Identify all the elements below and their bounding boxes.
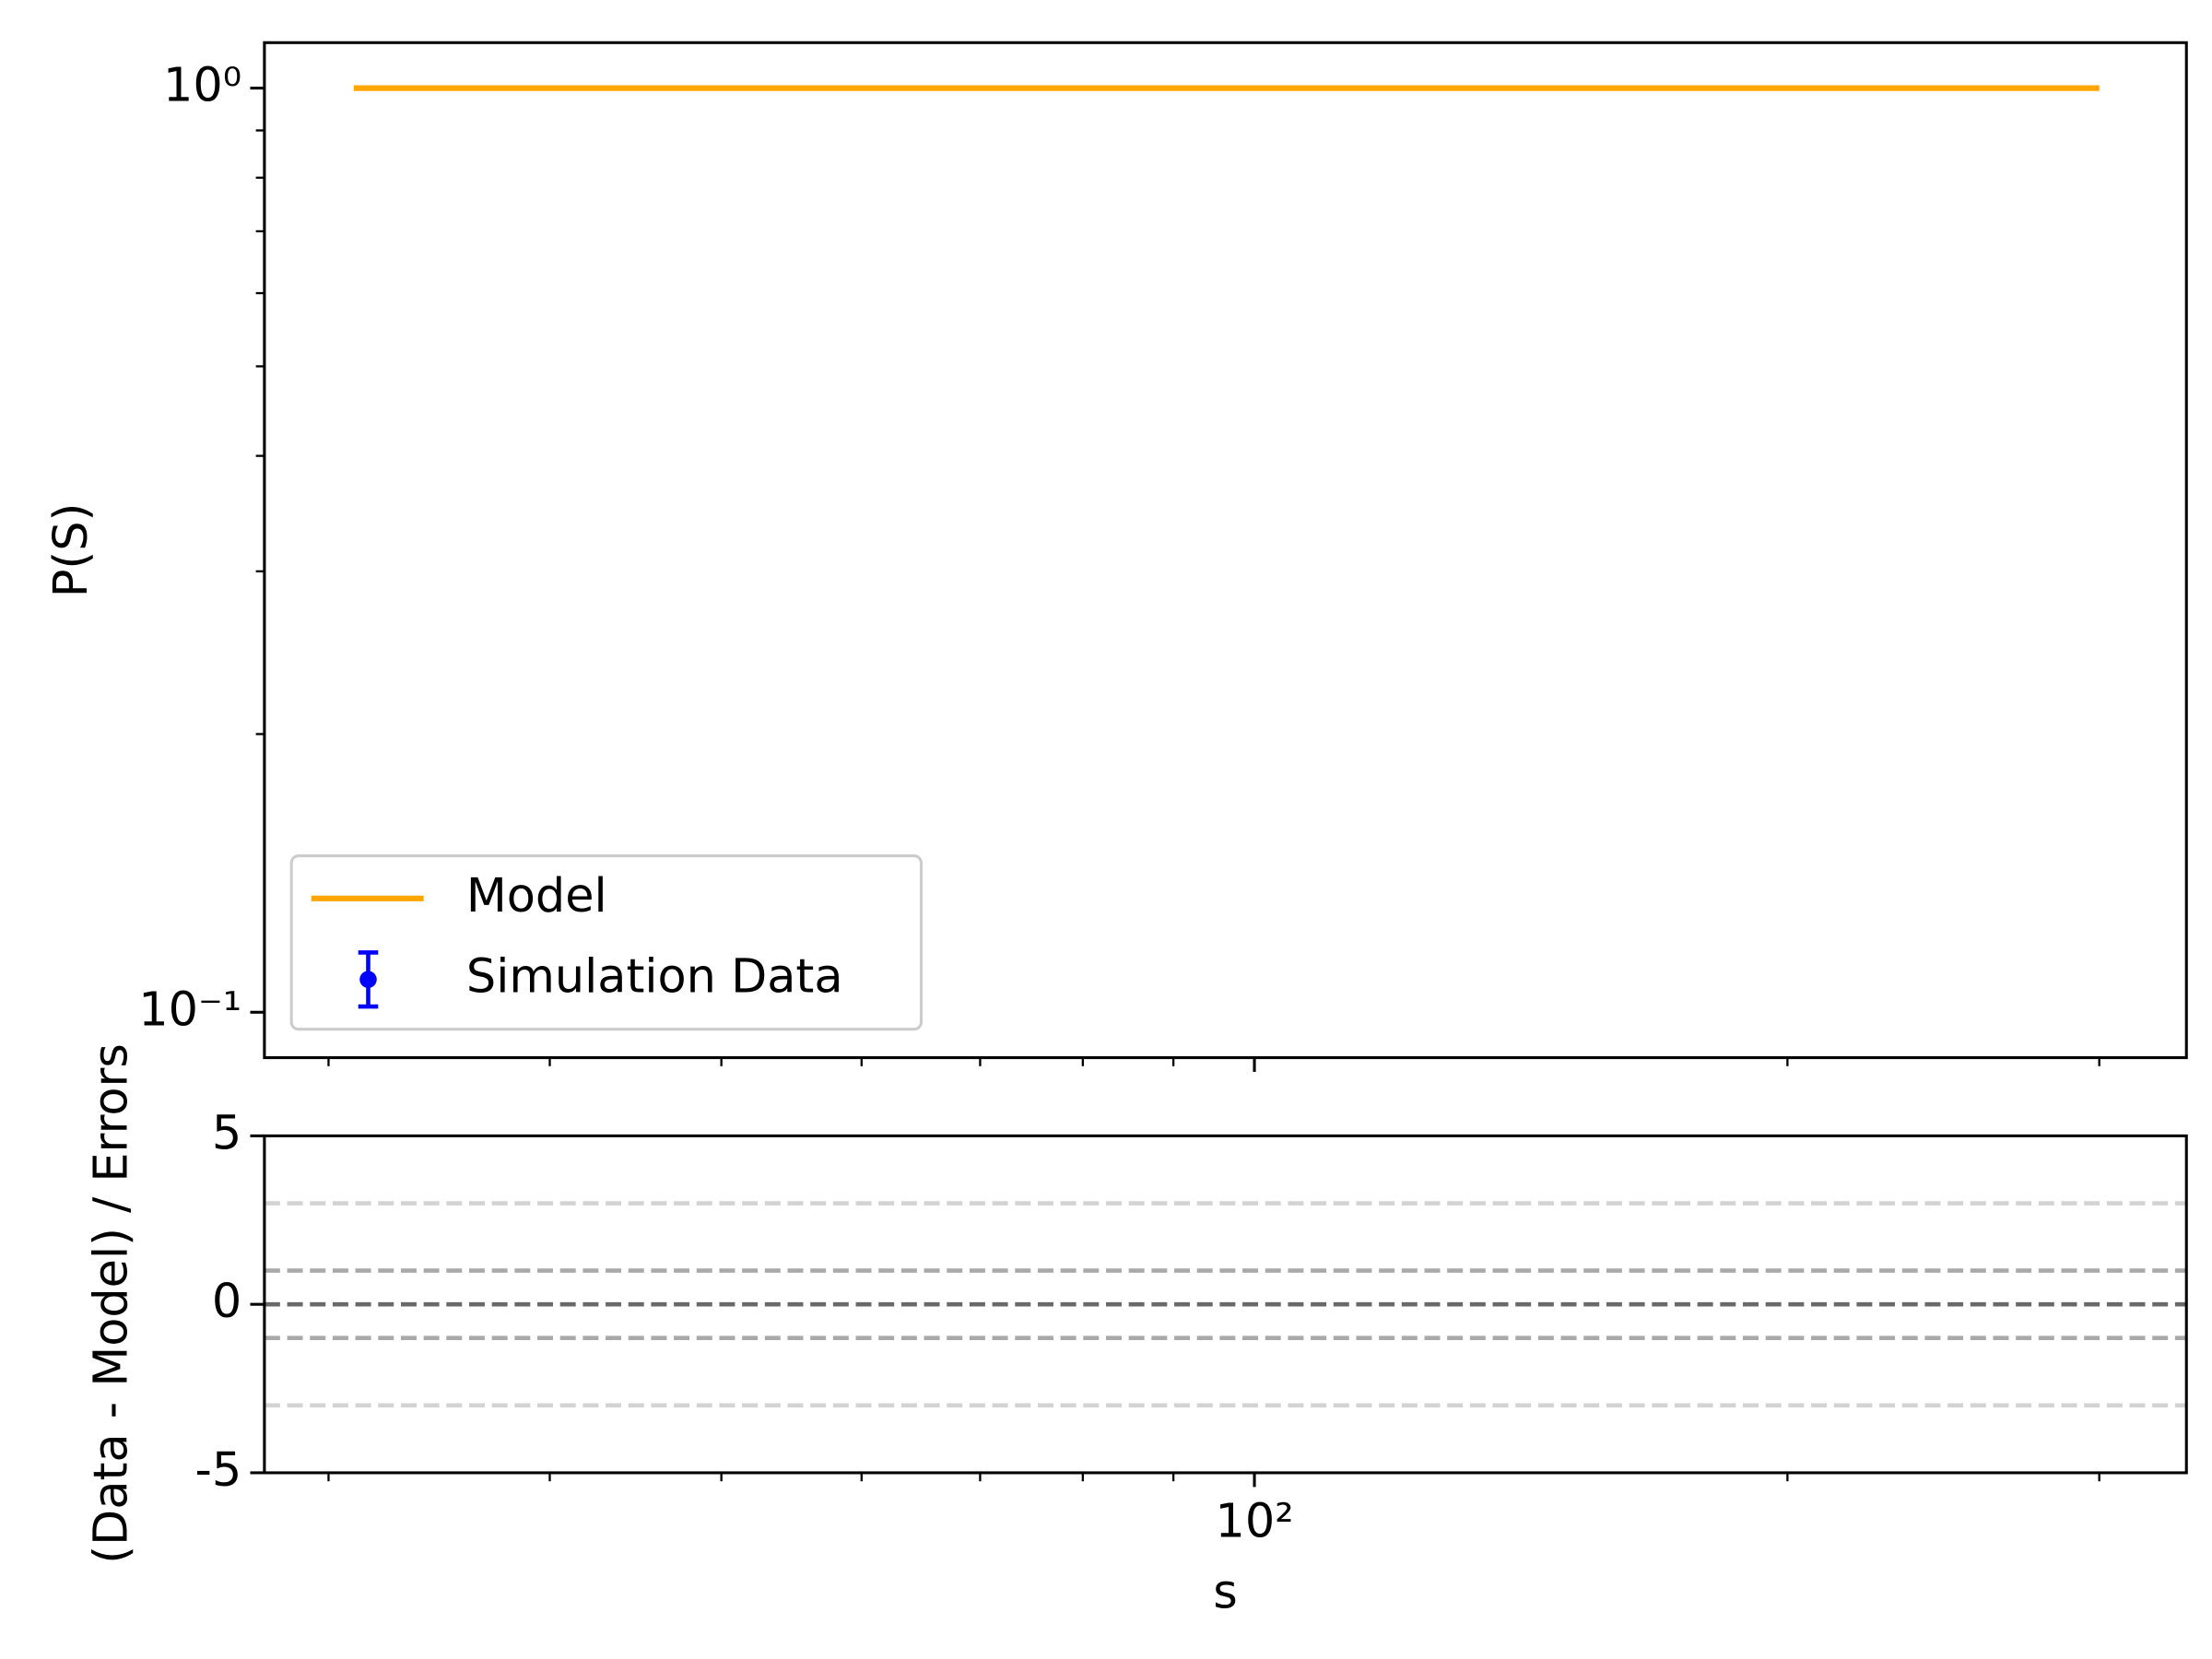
x-tick-label: 10² — [1215, 1494, 1293, 1548]
legend-frame — [289, 853, 924, 1031]
y-tick-label: 5 — [212, 1106, 241, 1160]
legend: Model Simulation Data — [289, 853, 924, 1031]
legend-marker — [359, 971, 377, 988]
y-tick-label: 10⁻¹ — [138, 982, 241, 1037]
x-axis-label: s — [1213, 1566, 1238, 1620]
axes-frame — [263, 41, 2188, 1060]
y-tick-label: 0 — [212, 1275, 241, 1329]
y-tick-label: 10⁰ — [163, 59, 241, 113]
legend-label: Model — [466, 869, 607, 924]
legend-label: Simulation Data — [466, 950, 843, 1005]
y-axis-label: P(S) — [44, 503, 99, 598]
y-tick-label: -5 — [194, 1443, 241, 1498]
y-axis-label: (Data - Model) / Errors — [84, 1043, 138, 1564]
